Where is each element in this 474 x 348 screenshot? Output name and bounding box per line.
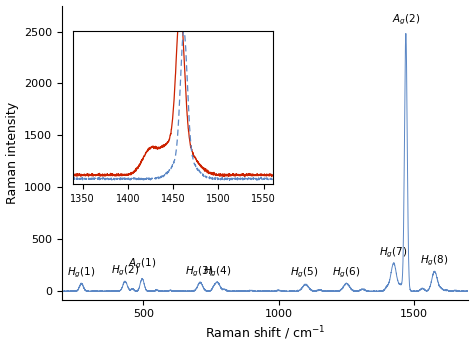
Text: $A_{g}(1)$: $A_{g}(1)$ bbox=[128, 256, 156, 271]
Y-axis label: Raman intensity: Raman intensity bbox=[6, 102, 18, 204]
Text: $H_{g}(2)$: $H_{g}(2)$ bbox=[111, 263, 139, 278]
Text: $H_{g}(1)$: $H_{g}(1)$ bbox=[67, 266, 96, 280]
Text: $A_{g}(2)$: $A_{g}(2)$ bbox=[392, 13, 420, 27]
Text: $H_{g}(7)$: $H_{g}(7)$ bbox=[379, 245, 407, 260]
Text: $H_{g}(8)$: $H_{g}(8)$ bbox=[420, 254, 448, 268]
Text: $H_{g}(4)$: $H_{g}(4)$ bbox=[203, 264, 231, 279]
Text: $H_{g}(3)$: $H_{g}(3)$ bbox=[185, 264, 214, 279]
Text: $H_{g}(6)$: $H_{g}(6)$ bbox=[332, 266, 360, 280]
Text: $H_{g}(5)$: $H_{g}(5)$ bbox=[290, 266, 319, 280]
X-axis label: Raman shift / cm$^{-1}$: Raman shift / cm$^{-1}$ bbox=[205, 325, 326, 342]
